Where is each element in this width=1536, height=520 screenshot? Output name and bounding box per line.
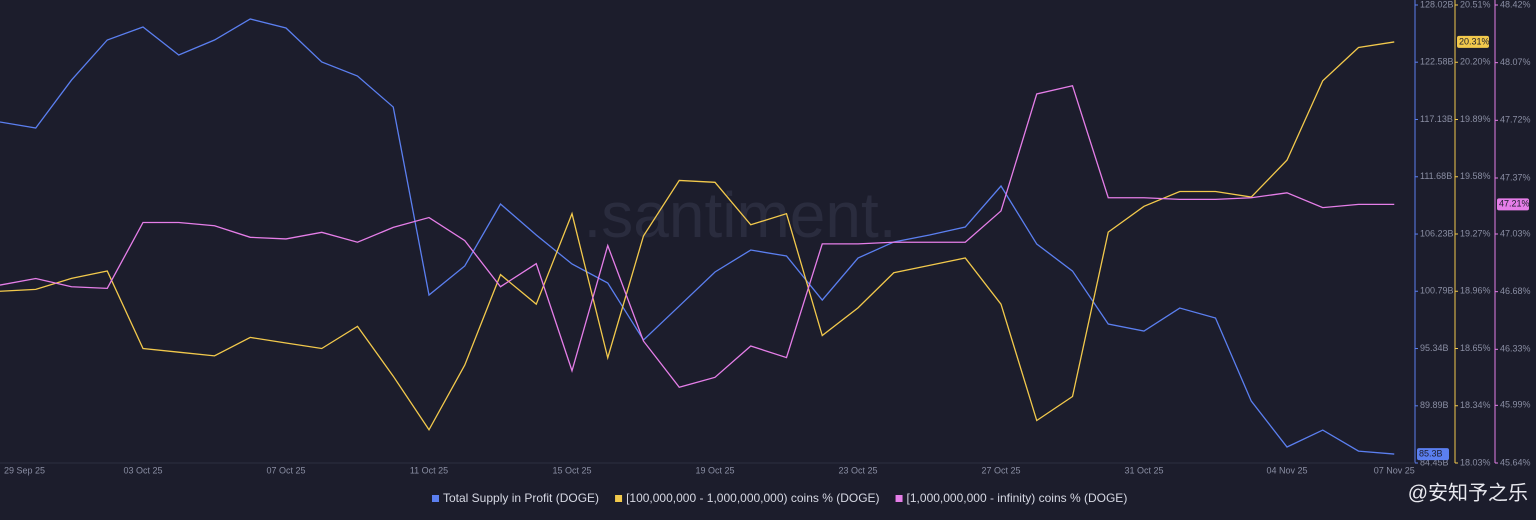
legend-swatch xyxy=(432,495,439,502)
y-tick-label: 45.64% xyxy=(1500,457,1531,467)
y-tick-label: 122.58B xyxy=(1420,57,1454,67)
value-badge xyxy=(1457,35,1489,48)
y-tick-label: 19.89% xyxy=(1460,114,1491,124)
value-badge-label: 85.3B xyxy=(1419,448,1443,458)
data-line xyxy=(0,18,1395,455)
y-tick-label: 20.51% xyxy=(1460,0,1491,9)
y-tick-label: 46.68% xyxy=(1500,286,1531,296)
legend-swatch xyxy=(895,495,903,502)
y-tick-label: 48.42% xyxy=(1500,0,1531,9)
value-badge xyxy=(1497,198,1529,211)
y-tick-label: 47.37% xyxy=(1500,172,1531,182)
y-tick-label: 45.99% xyxy=(1500,400,1531,410)
y-tick-label: 117.13B xyxy=(1420,114,1453,124)
y-tick-label: 18.34% xyxy=(1460,400,1491,410)
x-tick-label: 27 Oct 25 xyxy=(981,465,1020,475)
x-tick-label: 23 Oct 25 xyxy=(838,465,877,475)
y-tick-label: 19.27% xyxy=(1460,228,1491,238)
y-tick-label: 89.89B xyxy=(1420,400,1449,410)
legend: Total Supply in Profit (DOGE) [100,000,00… xyxy=(432,491,1127,505)
value-badge xyxy=(1417,448,1449,461)
y-tick-label: 106.23B xyxy=(1420,228,1454,238)
y-tick-label: 46.33% xyxy=(1500,344,1531,354)
y-tick-label: 111.68B xyxy=(1420,171,1452,181)
y-tick-label: 48.07% xyxy=(1500,57,1531,67)
x-tick-label: 07 Nov 25 xyxy=(1374,465,1415,475)
x-tick-label: 11 Oct 25 xyxy=(410,465,448,475)
source-watermark: @安知予之乐 xyxy=(1408,481,1528,504)
y-tick-label: 19.58% xyxy=(1460,171,1491,181)
y-tick-label: 128.02B xyxy=(1420,0,1454,9)
y-tick-label: 47.03% xyxy=(1500,228,1531,238)
x-tick-label: 07 Oct 25 xyxy=(266,465,305,475)
legend-swatch xyxy=(615,495,623,502)
x-tick-label: 15 Oct 25 xyxy=(552,465,591,475)
y-tick-label: 18.96% xyxy=(1460,286,1491,296)
y-tick-label: 84.45B xyxy=(1420,457,1449,467)
y-tick-label: 18.03% xyxy=(1460,457,1491,467)
y-tick-label: 47.72% xyxy=(1500,115,1531,125)
legend-label: [100,000,000 - 1,000,000,000) coins % (D… xyxy=(626,491,879,505)
x-tick-label: 29 Sep 25 xyxy=(4,465,45,475)
value-badge-label: 20.31% xyxy=(1459,36,1490,46)
legend-label: Total Supply in Profit (DOGE) xyxy=(443,491,599,505)
x-tick-label: 03 Oct 25 xyxy=(123,465,162,475)
y-tick-label: 20.20% xyxy=(1460,57,1491,67)
data-line xyxy=(0,84,1395,388)
x-tick-label: 19 Oct 25 xyxy=(695,465,734,475)
y-tick-label: 95.34B xyxy=(1420,343,1449,353)
watermark: .santiment. xyxy=(583,179,896,251)
value-badge-label: 47.21% xyxy=(1499,199,1530,209)
y-tick-label: 100.79B xyxy=(1420,286,1454,296)
y-tick-label: 18.65% xyxy=(1460,343,1491,353)
x-tick-label: 04 Nov 25 xyxy=(1266,465,1307,475)
x-tick-label: 31 Oct 25 xyxy=(1124,465,1163,475)
legend-label: [1,000,000,000 - infinity) coins % (DOGE… xyxy=(907,491,1128,505)
